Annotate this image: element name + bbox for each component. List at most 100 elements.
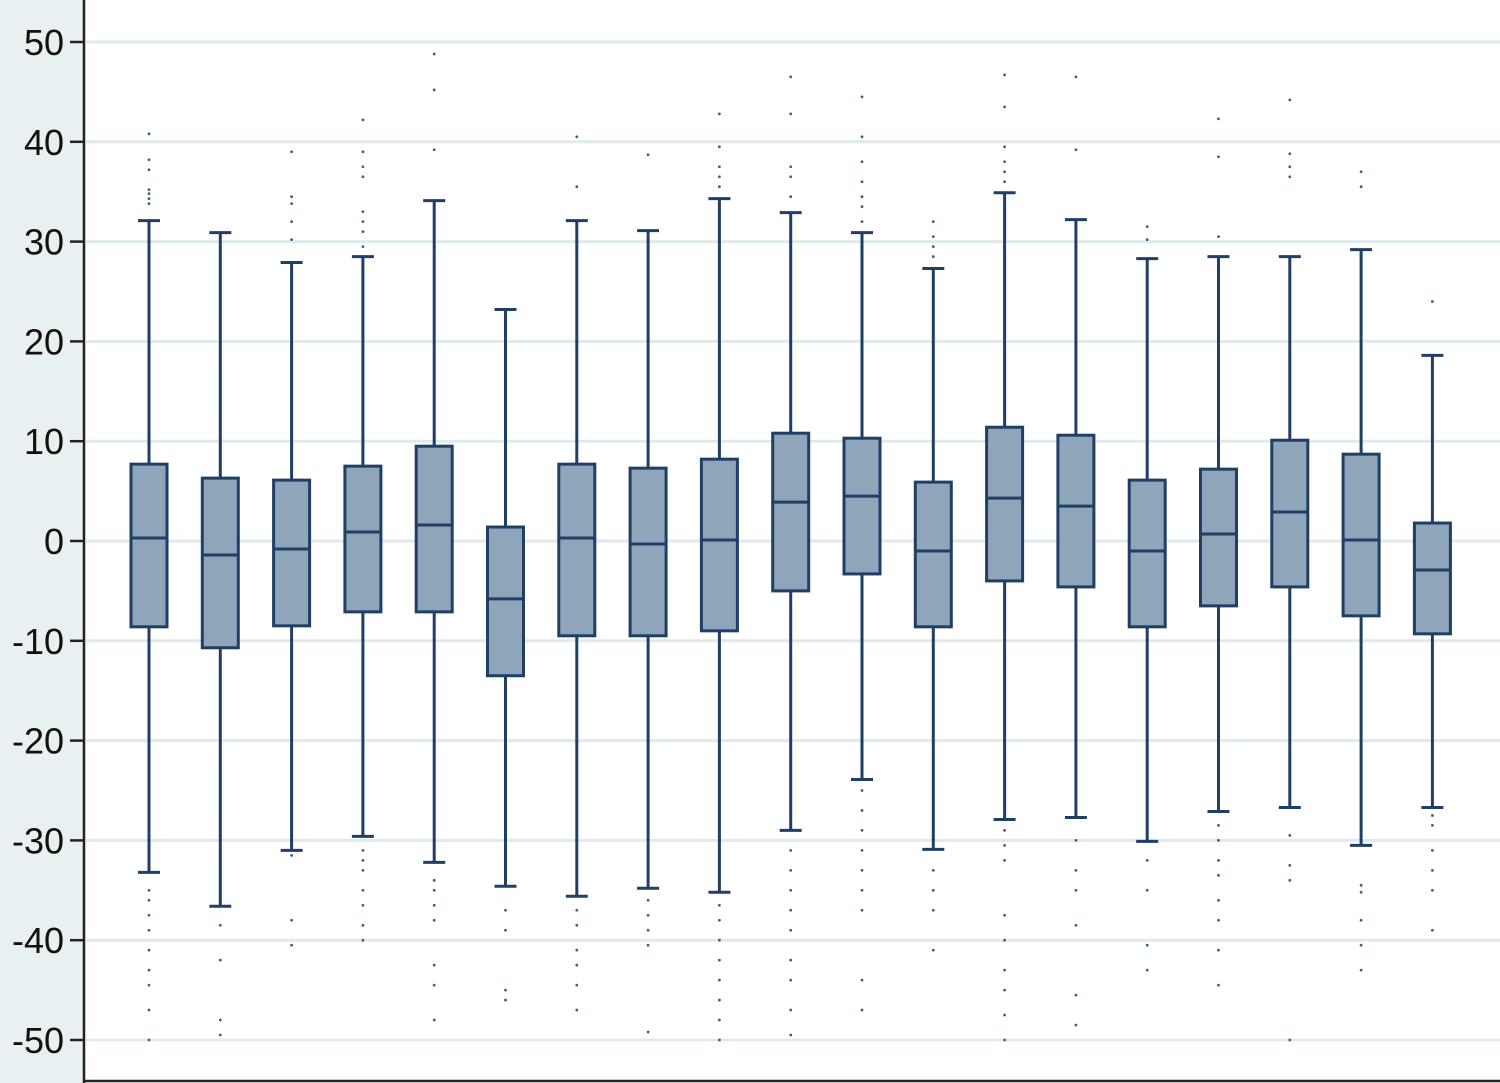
outlier-point <box>1217 839 1220 842</box>
outlier-point <box>1359 918 1363 922</box>
outlier-point <box>1217 824 1220 827</box>
outlier-point <box>290 195 293 199</box>
outlier-point <box>1359 170 1363 174</box>
outlier-point <box>646 1030 650 1034</box>
outlier-point <box>860 888 864 892</box>
outlier-point <box>1003 180 1006 184</box>
outlier-point <box>718 1018 721 1022</box>
outlier-point <box>718 165 721 169</box>
outlier-point <box>1145 225 1149 229</box>
iqr-box <box>1199 467 1238 608</box>
outlier-point <box>1217 918 1220 922</box>
outlier-point <box>1217 155 1220 159</box>
outlier-point <box>147 913 151 917</box>
outlier-point <box>361 118 365 122</box>
outlier-point <box>1217 898 1220 902</box>
outlier-point <box>432 918 436 922</box>
outlier-point <box>1431 928 1434 932</box>
outlier-point <box>1359 883 1363 887</box>
outlier-point <box>1003 160 1006 164</box>
outlier-point <box>718 145 721 149</box>
outlier-point <box>575 948 579 952</box>
iqr-box <box>129 462 169 629</box>
outlier-point <box>1145 943 1149 947</box>
outlier-point <box>646 913 650 917</box>
outlier-point <box>789 1033 793 1037</box>
box-9 <box>699 112 739 1042</box>
box-6 <box>486 307 525 1002</box>
box-2 <box>200 231 240 1037</box>
outlier-point <box>646 928 650 932</box>
outlier-point <box>718 998 721 1002</box>
y-tick-label: 0 <box>44 521 64 562</box>
outlier-point <box>432 983 436 987</box>
outlier-point <box>860 908 864 912</box>
outlier-point <box>1359 890 1363 894</box>
outlier-point <box>789 978 793 982</box>
outlier-point <box>432 1018 436 1022</box>
outlier-point <box>860 135 864 139</box>
box-19 <box>1412 300 1452 932</box>
outlier-point <box>361 858 365 862</box>
y-tick-label: 30 <box>24 222 64 263</box>
outlier-point <box>1074 839 1078 842</box>
outlier-point <box>646 943 650 947</box>
outlier-point <box>147 898 151 902</box>
outlier-point <box>789 958 793 962</box>
outlier-point <box>718 938 721 942</box>
iqr-box <box>557 462 597 638</box>
iqr-box <box>771 431 811 593</box>
outlier-point <box>147 968 151 972</box>
outlier-point <box>789 928 793 932</box>
boxes <box>129 52 1452 1042</box>
box-1 <box>129 132 169 1042</box>
outlier-point <box>860 978 864 982</box>
outlier-point <box>432 148 436 152</box>
outlier-point <box>718 1038 721 1042</box>
box-3 <box>272 150 312 947</box>
outlier-point <box>290 202 293 206</box>
iqr-box <box>1127 478 1167 629</box>
outlier-point <box>1074 75 1078 79</box>
outlier-point <box>931 868 935 872</box>
outlier-point <box>1074 888 1078 892</box>
box-14 <box>1056 75 1096 1027</box>
iqr-box <box>1056 433 1096 589</box>
outlier-point <box>1217 858 1220 862</box>
y-tick-label: -40 <box>12 920 64 961</box>
y-tick-label: -30 <box>12 820 64 861</box>
outlier-point <box>1003 913 1006 917</box>
outlier-point <box>575 983 579 987</box>
outlier-point <box>860 789 864 792</box>
box-18 <box>1341 170 1381 972</box>
outlier-point <box>432 52 436 56</box>
outlier-point <box>789 165 793 169</box>
outlier-point <box>1288 165 1292 169</box>
outlier-point <box>361 938 365 942</box>
outlier-point <box>361 923 365 927</box>
outlier-point <box>1003 938 1006 942</box>
iqr-box <box>1341 452 1381 618</box>
outlier-point <box>718 918 721 922</box>
iqr-box <box>486 525 525 678</box>
outlier-point <box>1074 993 1078 997</box>
outlier-point <box>931 908 935 912</box>
iqr-box <box>913 480 953 629</box>
outlier-point <box>646 898 650 902</box>
outlier-point <box>860 195 864 199</box>
outlier-point <box>1431 814 1434 817</box>
y-tick-label: 50 <box>24 22 64 63</box>
outlier-point <box>1288 1038 1292 1042</box>
outlier-point <box>361 903 365 907</box>
outlier-point <box>789 112 793 116</box>
outlier-point <box>218 923 222 927</box>
outlier-point <box>1288 863 1292 867</box>
outlier-point <box>147 188 151 192</box>
outlier-point <box>1359 968 1363 972</box>
outlier-point <box>1074 148 1078 152</box>
iqr-box <box>985 425 1025 583</box>
outlier-point <box>789 75 793 79</box>
outlier-point <box>789 1008 793 1012</box>
outlier-point <box>1217 117 1220 121</box>
outlier-point <box>361 210 365 214</box>
